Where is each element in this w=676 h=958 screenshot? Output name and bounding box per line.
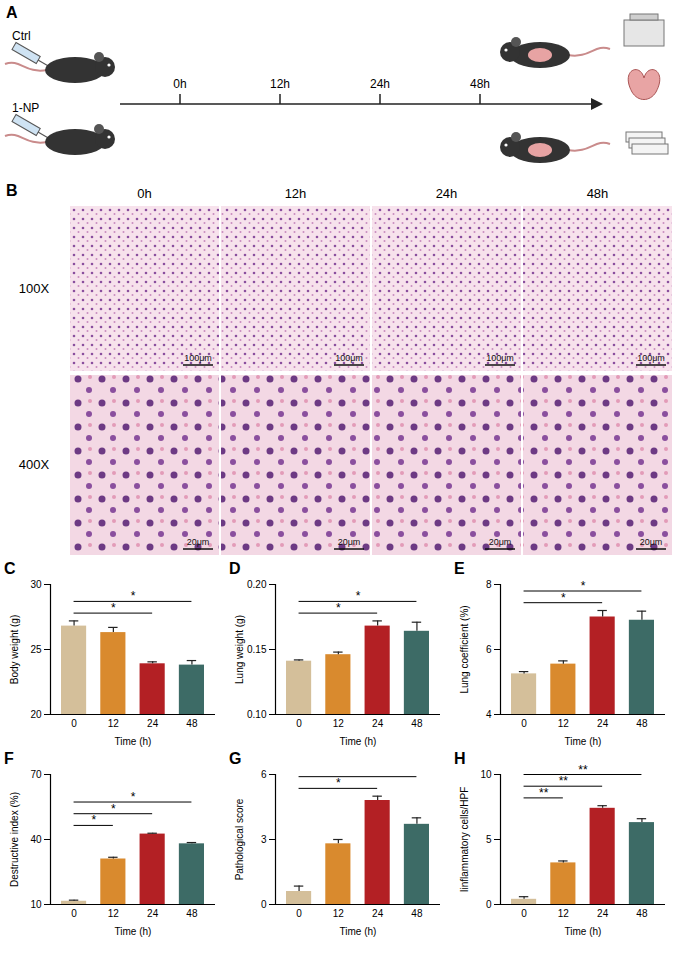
svg-text:0h: 0h: [173, 77, 186, 91]
svg-text:Lung coefficient (%): Lung coefficient (%): [459, 605, 470, 693]
svg-text:Iinflammatory cells/HPF: Iinflammatory cells/HPF: [459, 787, 470, 893]
svg-text:0: 0: [486, 899, 492, 910]
svg-text:*: *: [336, 776, 341, 790]
svg-text:0.15: 0.15: [247, 644, 267, 655]
svg-text:48: 48: [186, 908, 198, 919]
svg-text:0: 0: [261, 899, 267, 910]
svg-text:Time (h): Time (h): [115, 926, 152, 937]
svg-text:24h: 24h: [436, 186, 458, 201]
svg-text:48: 48: [636, 908, 648, 919]
svg-text:20μm: 20μm: [489, 537, 512, 547]
svg-text:0: 0: [71, 718, 77, 729]
svg-text:70: 70: [30, 769, 42, 780]
svg-text:Body weight (g): Body weight (g): [9, 615, 20, 684]
svg-text:12: 12: [333, 908, 345, 919]
svg-text:4: 4: [486, 709, 492, 720]
svg-text:40: 40: [30, 834, 42, 845]
svg-text:100μm: 100μm: [486, 353, 514, 363]
svg-text:48: 48: [636, 718, 648, 729]
svg-text:10: 10: [30, 899, 42, 910]
svg-text:Pathological score: Pathological score: [234, 798, 245, 880]
svg-text:*: *: [111, 601, 116, 615]
svg-text:30: 30: [30, 579, 42, 590]
svg-text:*: *: [561, 591, 566, 605]
svg-text:Destructive index (%): Destructive index (%): [9, 792, 20, 887]
svg-text:Ctrl: Ctrl: [12, 29, 31, 43]
svg-text:Lung weight (g): Lung weight (g): [234, 615, 245, 684]
svg-text:**: **: [578, 763, 588, 777]
html-text:D: D: [229, 560, 241, 577]
svg-text:Time (h): Time (h): [340, 736, 377, 747]
svg-text:*: *: [581, 579, 586, 593]
svg-text:0: 0: [296, 908, 302, 919]
svg-text:8: 8: [486, 579, 492, 590]
svg-text:A: A: [6, 4, 18, 21]
svg-text:12: 12: [108, 908, 120, 919]
svg-text:12: 12: [108, 718, 120, 729]
svg-text:0: 0: [71, 908, 77, 919]
svg-text:**: **: [539, 786, 549, 800]
html-text:H: H: [454, 750, 466, 767]
svg-text:12: 12: [558, 908, 570, 919]
svg-text:24: 24: [147, 718, 159, 729]
svg-text:0: 0: [521, 718, 527, 729]
svg-text:24h: 24h: [370, 77, 390, 91]
svg-text:20μm: 20μm: [640, 537, 663, 547]
html-text:F: F: [4, 750, 14, 767]
svg-text:*: *: [131, 589, 136, 603]
svg-text:100μm: 100μm: [637, 353, 665, 363]
svg-text:25: 25: [30, 644, 42, 655]
html-text:G: G: [229, 750, 242, 767]
svg-text:0: 0: [296, 718, 302, 729]
svg-text:3: 3: [261, 834, 267, 845]
svg-text:*: *: [336, 601, 341, 615]
svg-text:Time (h): Time (h): [340, 926, 377, 937]
svg-text:24: 24: [597, 908, 609, 919]
svg-text:24: 24: [372, 718, 384, 729]
svg-text:6: 6: [261, 769, 267, 780]
svg-text:24: 24: [372, 908, 384, 919]
svg-text:12h: 12h: [270, 77, 290, 91]
svg-text:100μm: 100μm: [184, 353, 212, 363]
svg-text:*: *: [356, 589, 361, 603]
svg-text:Time (h): Time (h): [565, 926, 602, 937]
svg-text:Time (h): Time (h): [565, 736, 602, 747]
svg-text:48: 48: [186, 718, 198, 729]
svg-text:0: 0: [521, 908, 527, 919]
svg-text:*: *: [91, 813, 96, 827]
html-text:E: E: [454, 560, 465, 577]
svg-text:100X: 100X: [19, 281, 50, 296]
html-text:C: C: [4, 560, 16, 577]
svg-text:400X: 400X: [19, 457, 50, 472]
svg-text:48: 48: [411, 718, 423, 729]
svg-text:1-NP: 1-NP: [12, 101, 39, 115]
svg-text:6: 6: [486, 644, 492, 655]
svg-text:48h: 48h: [587, 186, 609, 201]
svg-text:12: 12: [558, 718, 570, 729]
svg-text:**: **: [559, 774, 569, 788]
svg-text:10: 10: [480, 769, 492, 780]
svg-text:24: 24: [147, 908, 159, 919]
svg-text:0.20: 0.20: [247, 579, 267, 590]
svg-text:0.10: 0.10: [247, 709, 267, 720]
svg-text:48h: 48h: [470, 77, 490, 91]
svg-text:12: 12: [333, 718, 345, 729]
svg-text:12h: 12h: [285, 186, 307, 201]
svg-text:B: B: [6, 182, 18, 199]
svg-text:*: *: [111, 802, 116, 816]
svg-text:20μm: 20μm: [338, 537, 361, 547]
svg-text:*: *: [131, 790, 136, 804]
svg-text:48: 48: [411, 908, 423, 919]
svg-text:0h: 0h: [137, 186, 151, 201]
svg-text:20: 20: [30, 709, 42, 720]
svg-text:Time (h): Time (h): [115, 736, 152, 747]
svg-text:24: 24: [597, 718, 609, 729]
svg-text:20μm: 20μm: [187, 537, 210, 547]
svg-text:5: 5: [486, 834, 492, 845]
svg-text:100μm: 100μm: [335, 353, 363, 363]
